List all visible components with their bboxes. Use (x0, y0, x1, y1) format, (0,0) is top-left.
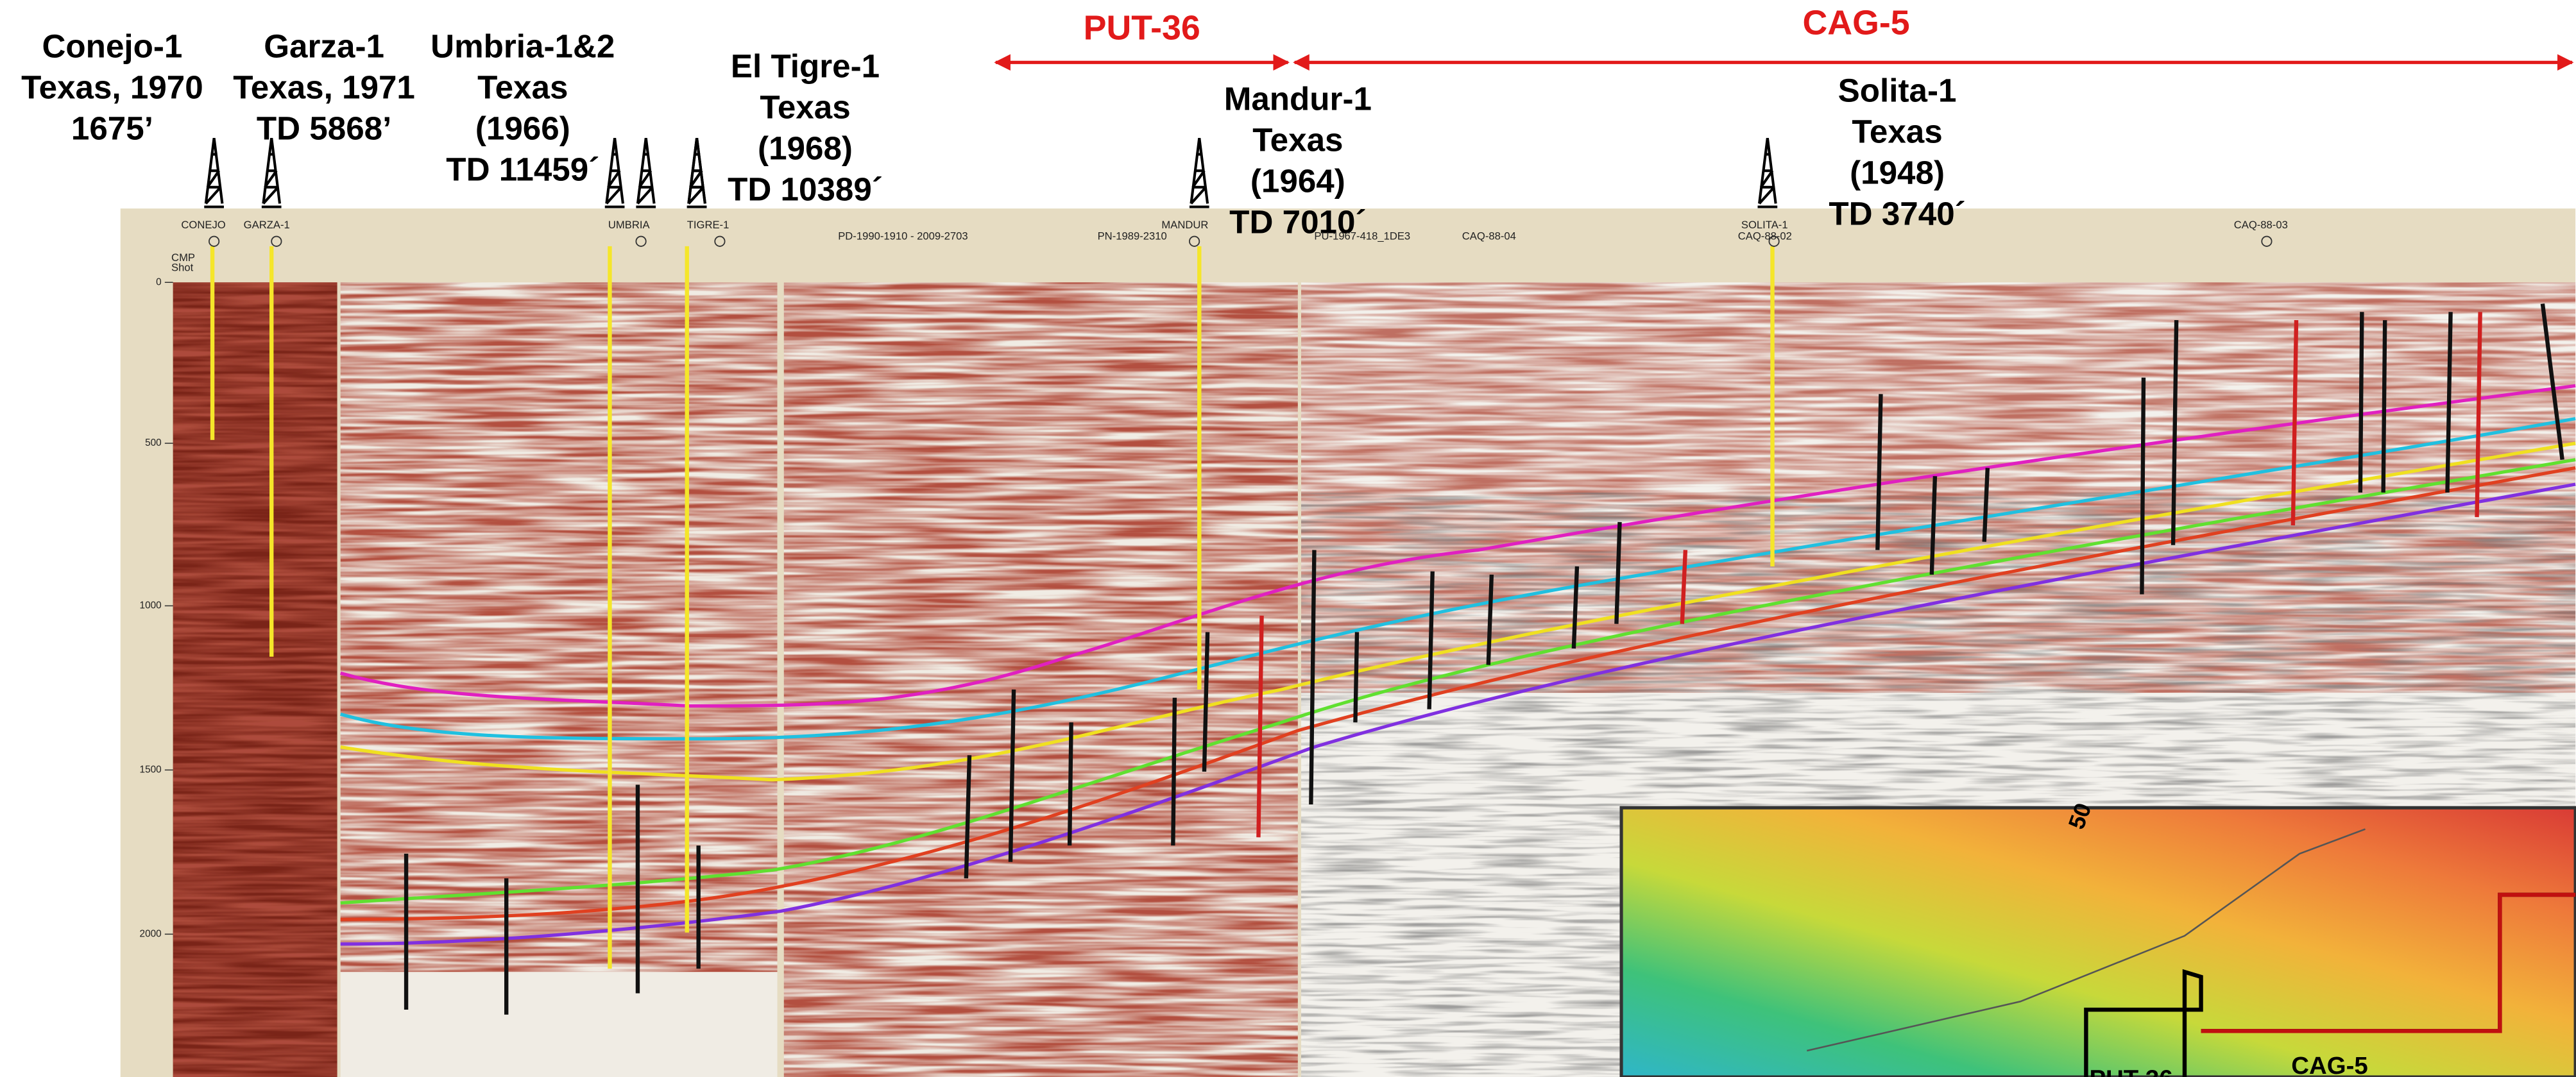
derrick-icon (687, 138, 707, 207)
well-tracks (210, 246, 1775, 969)
well-label: El Tigre-1 (731, 47, 880, 84)
line-name: PU-1967-418_1DE3 (1314, 230, 1410, 242)
derrick-icon (262, 138, 282, 207)
well-marker (1189, 235, 1200, 247)
map-label: PUT-36 (2090, 1065, 2173, 1077)
well-label: (1948) (1850, 155, 1945, 191)
well-label: Texas (760, 89, 850, 125)
section-header-label: CAQ-88-03 (2234, 219, 2288, 231)
well-label: Umbria-1&2 (431, 28, 615, 65)
map-inset: 50 PUT-36 CAG-5 (1619, 800, 2576, 1077)
well-label: 1675’ (71, 110, 153, 147)
well-label: (1964) (1250, 162, 1345, 199)
derrick-icon (204, 138, 224, 207)
line-name: CAQ-88-04 (1462, 230, 1516, 242)
seismic-texture (783, 282, 1298, 1077)
well-label: TD 11459´ (446, 151, 599, 188)
depth-tick-label: 0 (156, 276, 162, 287)
well-label: (1966) (475, 110, 570, 147)
line-name: PD-1990-1910 - 2009-2703 (838, 230, 968, 242)
well-label: TD 3740´ (1829, 196, 1965, 232)
well-label: Texas (1852, 114, 1942, 150)
well-label: Texas, 1970 (21, 69, 203, 106)
section-header-label: MANDUR (1161, 219, 1208, 231)
line-name: CAQ-88-02 (1738, 230, 1792, 242)
section-header-label: GARZA-1 (244, 219, 290, 231)
row-label: CMP (171, 251, 195, 264)
well-label: Texas (1252, 121, 1343, 158)
derrick-icon (1190, 138, 1209, 207)
well-label: TD 5868’ (257, 110, 391, 147)
row-label: Shot (171, 261, 194, 273)
well-label: TD 7010´ (1229, 203, 1366, 240)
depth-tick-label: 500 (145, 437, 162, 448)
well-label: Texas (477, 69, 568, 106)
generated: Conejo-1 Texas, 1970 1675’ Garza-1 Texas, 19… (21, 28, 2288, 940)
well-marker (271, 235, 282, 247)
section-header-label: CONEJO (181, 219, 225, 231)
well-label: TD 10389´ (728, 171, 883, 207)
well-label: Garza-1 (264, 28, 384, 65)
section-header-label: TIGRE-1 (687, 219, 729, 231)
depth-tick-label: 2000 (140, 928, 162, 939)
section-header-label: SOLITA-1 (1741, 219, 1788, 231)
faults (404, 303, 2564, 1015)
well-marker (2261, 235, 2273, 247)
well-label: Texas, 1971 (233, 69, 415, 106)
seismic-texture (173, 282, 337, 1077)
well-label: Mandur-1 (1224, 80, 1372, 117)
well-marker (1768, 235, 1780, 247)
seismic-texture (340, 282, 778, 972)
well-marker (209, 235, 220, 247)
depth-tick-label: 1000 (140, 600, 162, 611)
derrick-icon (636, 138, 656, 207)
faults-red (1256, 312, 2482, 838)
block-label: PUT-36 (1084, 8, 1200, 47)
well-label: (1968) (758, 130, 853, 166)
derrick-icon (1758, 138, 1778, 207)
line-name: PN-1989-2310 (1098, 230, 1167, 242)
section-header-label: UMBRIA (608, 219, 651, 231)
map-label: CAG-5 (2291, 1052, 2367, 1077)
well-marker (714, 235, 726, 247)
depth-tick-label: 1500 (140, 764, 162, 775)
block-label: CAG-5 (1802, 4, 1909, 42)
derrick-icon (605, 138, 625, 207)
well-label: Conejo-1 (42, 28, 182, 65)
well-marker (635, 235, 647, 247)
well-label: Solita-1 (1838, 72, 1957, 109)
